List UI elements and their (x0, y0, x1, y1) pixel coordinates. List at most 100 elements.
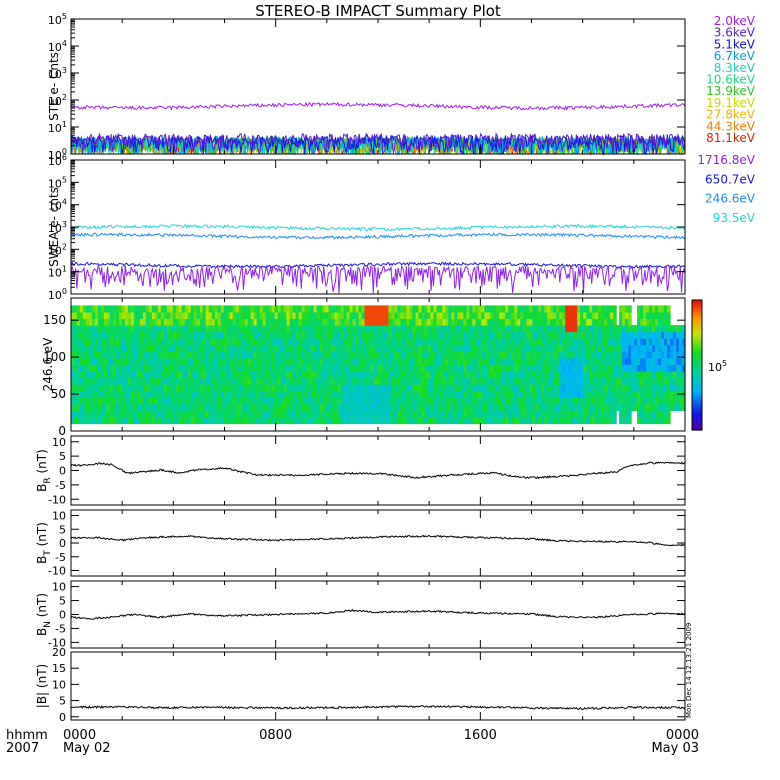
heatmap-cell (598, 331, 602, 339)
heatmap-cell (157, 331, 162, 339)
heatmap-cell (91, 311, 96, 320)
heatmap-cell (382, 410, 387, 418)
heatmap-cell (274, 417, 279, 425)
heatmap-cell (97, 338, 102, 346)
heatmap-cell (88, 311, 93, 320)
heatmap-cell (301, 410, 306, 418)
heatmap-cell (394, 403, 399, 411)
heatmap-cell (475, 344, 479, 352)
heatmap-cell (394, 377, 399, 385)
heatmap-cell (550, 377, 554, 385)
heatmap-cell (460, 417, 464, 425)
heatmap-cell (352, 305, 357, 313)
heatmap-cell (259, 357, 264, 365)
heatmap-cell (472, 357, 476, 365)
heatmap-cell (304, 344, 309, 352)
heatmap-cell (325, 371, 330, 379)
heatmap-cell (412, 344, 417, 352)
heatmap-cell (205, 344, 210, 352)
heatmap-cell (559, 377, 563, 385)
heatmap-cell (139, 338, 144, 346)
heatmap-cell (235, 305, 240, 313)
heatmap-cell (433, 344, 438, 352)
heatmap-cell (403, 377, 408, 385)
heatmap-cell (604, 344, 608, 352)
heatmap-cell (502, 338, 506, 346)
heatmap-cell (172, 397, 177, 405)
heatmap-cell (667, 403, 671, 411)
heatmap-cell (646, 351, 650, 359)
heatmap-cell (598, 403, 602, 411)
heatmap-cell (385, 384, 390, 392)
heatmap-cell (664, 318, 668, 326)
y-tick-label: 101 (48, 120, 67, 135)
heatmap-cell (202, 331, 207, 339)
heatmap-cell (571, 305, 575, 313)
heatmap-cell (130, 390, 135, 398)
heatmap-cell (253, 364, 258, 372)
heatmap-cell (640, 357, 644, 365)
heatmap-cell (268, 351, 273, 359)
heatmap-cell (598, 377, 602, 385)
heatmap-cell (71, 397, 75, 405)
heatmap-cell (460, 377, 464, 385)
heatmap-cell (100, 338, 105, 346)
heatmap-cell (655, 371, 659, 379)
heatmap-cell (520, 338, 524, 346)
heatmap-cell (193, 377, 198, 385)
heatmap-cell (223, 364, 228, 372)
heatmap-cell (625, 403, 629, 411)
colorbar-segment (692, 406, 702, 409)
heatmap-cell (172, 351, 177, 359)
heatmap-cell (484, 390, 488, 398)
heatmap-cell (253, 325, 258, 333)
heatmap-cell (427, 390, 432, 398)
heatmap-cell (115, 318, 120, 326)
heatmap-cell (484, 410, 488, 418)
heatmap-cell (277, 417, 282, 425)
heatmap-cell (145, 351, 150, 359)
heatmap-cell (298, 397, 303, 405)
heatmap-cell (190, 410, 195, 418)
heatmap-cell (160, 311, 165, 320)
heatmap-cell (409, 390, 414, 398)
heatmap-cell (175, 417, 180, 425)
colorbar-segment (692, 417, 702, 420)
heatmap-cell (304, 390, 309, 398)
heatmap-cell (118, 344, 123, 352)
heatmap-cell (436, 357, 440, 365)
heatmap-cell (74, 410, 78, 418)
heatmap-cell (250, 311, 255, 320)
heatmap-cell (229, 397, 234, 405)
heatmap-cell (214, 311, 219, 320)
heatmap-cell (505, 417, 509, 425)
heatmap-cell (178, 305, 183, 313)
heatmap-cell (637, 357, 641, 365)
heatmap-cell (88, 377, 93, 385)
heatmap-cell (469, 305, 473, 313)
heatmap-cell (454, 397, 458, 405)
heatmap-cell (364, 410, 369, 418)
heatmap-cell (277, 397, 282, 405)
heatmap-cell (463, 305, 467, 313)
heatmap-cell (547, 364, 551, 372)
heatmap-cell (679, 397, 683, 405)
heatmap-cell (175, 357, 180, 365)
heatmap-cell (328, 331, 333, 339)
heatmap-cell (274, 410, 279, 418)
heatmap-cell (391, 371, 396, 379)
heatmap-cell (661, 403, 665, 411)
heatmap-cell (298, 318, 303, 326)
heatmap-cell (85, 351, 90, 359)
heatmap-cell (466, 331, 470, 339)
heatmap-cell (562, 417, 566, 425)
heatmap-cell (226, 331, 231, 339)
heatmap-cell (190, 351, 195, 359)
heatmap-cell (241, 371, 246, 379)
b-field-line (70, 608, 686, 620)
heatmap-cell (520, 305, 524, 313)
heatmap-cell (85, 390, 90, 398)
heatmap-cell (457, 305, 461, 313)
heatmap-cell (559, 351, 563, 359)
heatmap-cell (508, 377, 512, 385)
